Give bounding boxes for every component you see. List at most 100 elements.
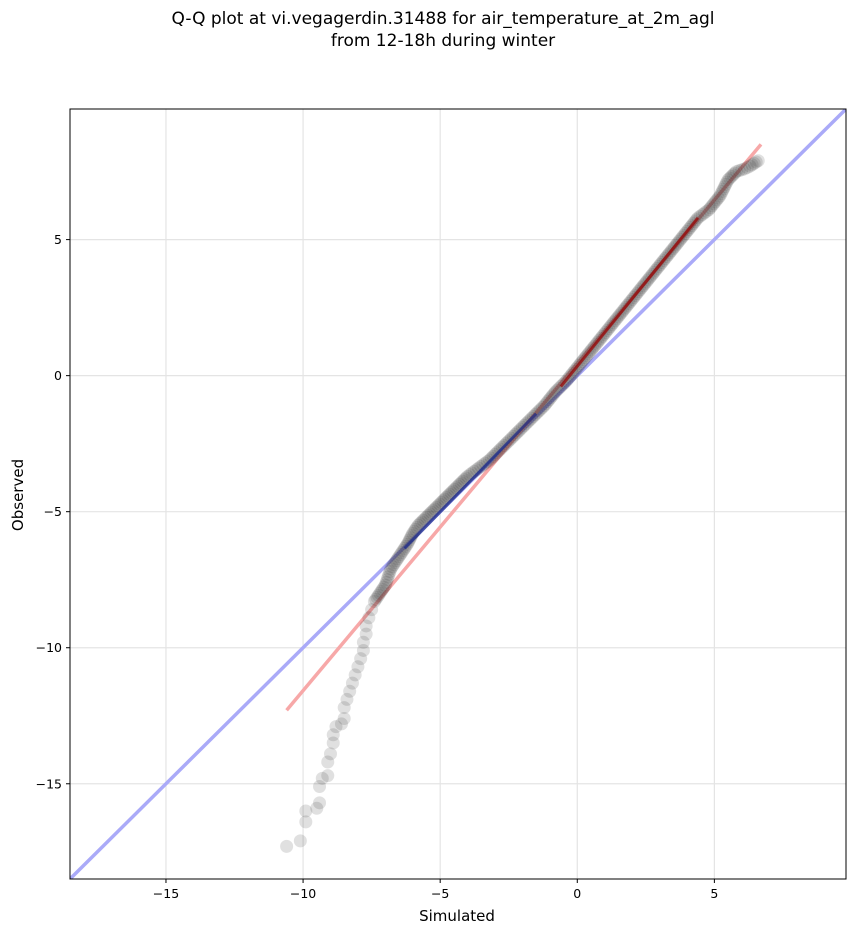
quantile-point [751, 154, 765, 168]
quantile-point [719, 177, 733, 191]
quantile-point [293, 834, 307, 848]
y-tick-label: 0 [54, 368, 62, 383]
quantile-point [340, 692, 354, 706]
quantile-point [370, 590, 384, 604]
quantile-point [389, 554, 403, 568]
quantile-point [716, 182, 730, 196]
quantile-point [385, 560, 399, 574]
quantile-point [374, 584, 388, 598]
quantile-point [710, 193, 724, 207]
quantile-point [369, 592, 383, 606]
quantile-point [321, 755, 335, 769]
quantile-point [384, 562, 398, 576]
quantile-point [391, 552, 405, 566]
quantile-point [362, 611, 376, 625]
quantile-point [387, 558, 401, 572]
quantile-point [715, 184, 729, 198]
quantile-point [326, 736, 340, 750]
quantile-point [478, 456, 492, 470]
quantile-point [334, 717, 348, 731]
quantile-point [700, 204, 714, 218]
quantile-point [393, 548, 407, 562]
quantile-point [377, 580, 391, 594]
quantile-point [379, 575, 393, 589]
quantile-point [723, 171, 737, 185]
quantile-point [749, 155, 763, 169]
quantile-point [698, 206, 712, 220]
quantile-point [418, 512, 432, 526]
quantile-point [474, 460, 488, 474]
quantile-point [534, 402, 548, 416]
quantile-point [383, 565, 397, 579]
chart-title-line-2: from 12-18h during winter [330, 31, 556, 51]
quantile-point [395, 545, 409, 559]
quantile-point [356, 643, 370, 657]
highlight-segment-0 [403, 412, 538, 550]
quantile-point [351, 660, 365, 674]
quantile-point [421, 508, 435, 522]
quantile-point [356, 635, 370, 649]
quantile-point [476, 458, 490, 472]
quantile-point [721, 173, 735, 187]
quantile-point [707, 197, 721, 211]
quantile-point [695, 208, 709, 222]
quantile-point [380, 573, 394, 587]
quantile-point [726, 168, 740, 182]
quantile-point [373, 586, 387, 600]
quantile-point [415, 515, 429, 529]
quantile-point [345, 676, 359, 690]
quantile-point [547, 387, 561, 401]
quantile-point [703, 201, 717, 215]
quantile-point [388, 556, 402, 570]
quantile-point [735, 163, 749, 177]
quantile-point [365, 603, 379, 617]
quantile-point [708, 195, 722, 209]
y-tick-label: −10 [36, 640, 62, 655]
x-tick-label: −15 [153, 886, 179, 901]
y-axis-label: Observed [9, 459, 27, 531]
quantile-point [310, 801, 324, 815]
quantile-point [376, 582, 390, 596]
quantile-point [313, 796, 327, 810]
quantile-point [416, 513, 430, 527]
quantile-point [548, 385, 562, 399]
quantile-point [728, 166, 742, 180]
quantile-point [299, 804, 313, 818]
quantile-point [321, 769, 335, 783]
quantile-point [378, 578, 392, 592]
quantile-point [536, 400, 550, 414]
y-tick-label: −15 [36, 776, 62, 791]
quantile-point [413, 517, 427, 531]
quantile-point [705, 199, 719, 213]
quantile-point [382, 567, 396, 581]
quantile-point [732, 164, 746, 178]
x-tick-label: −5 [431, 886, 449, 901]
quantile-point [280, 839, 294, 853]
quantile-point [537, 399, 551, 413]
quantile-point [740, 160, 754, 174]
x-tick-label: 5 [710, 886, 718, 901]
quantile-point [402, 533, 416, 547]
quantile-point [545, 389, 559, 403]
quantile-point [315, 771, 329, 785]
x-axis-label: Simulated [419, 907, 495, 925]
quantile-point [337, 701, 351, 715]
y-axis-ticks: −15 −10 −5 0 5 [36, 232, 70, 791]
x-axis-ticks: −15 −10 −5 0 5 [153, 879, 718, 901]
quantile-point [419, 510, 433, 524]
quantile-point [423, 507, 437, 521]
quantile-point [326, 728, 340, 742]
chart-title-line-1: Q-Q plot at vi.vegagerdin.31488 for air_… [171, 9, 715, 29]
y-tick-label: −5 [44, 504, 62, 519]
quantile-point [724, 169, 738, 183]
quantile-point [367, 594, 381, 608]
quantile-point [729, 165, 743, 179]
quantile-point [381, 570, 395, 584]
quantile-point [714, 187, 728, 201]
quantile-point [401, 535, 415, 549]
quantile-point [354, 652, 368, 666]
quantile-point [348, 668, 362, 682]
quantile-point [539, 397, 553, 411]
